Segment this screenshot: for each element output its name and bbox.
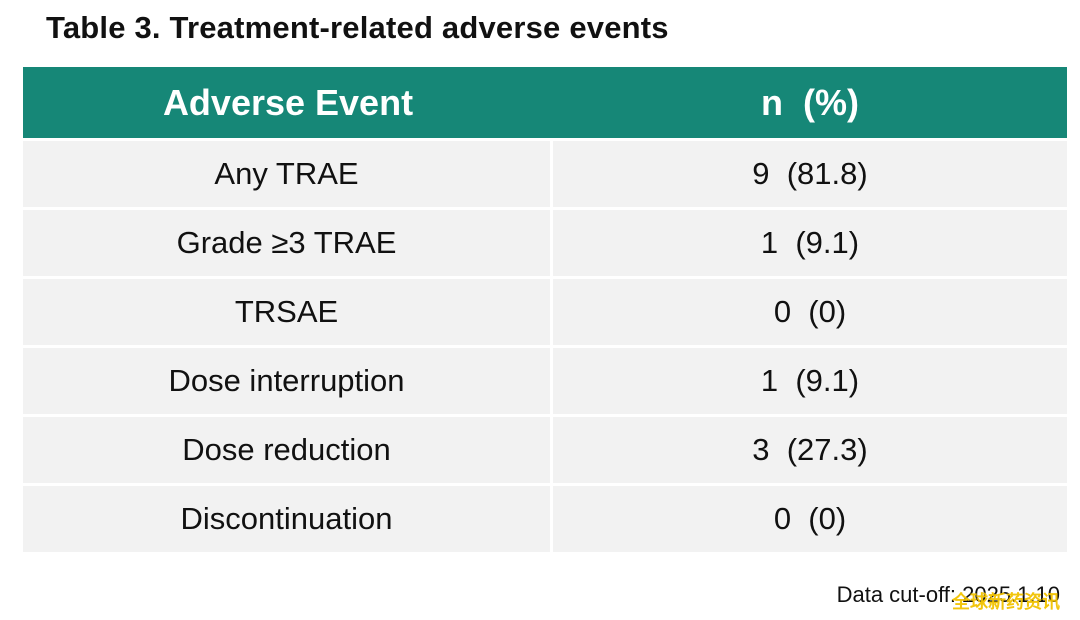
adverse-events-table-container: Adverse Event n (%) Any TRAE 9 (81.8) Gr… (23, 67, 1067, 552)
row-event-cell: TRSAE (23, 276, 553, 345)
row-value-cell: 1 (9.1) (553, 207, 1067, 276)
table-row: Dose reduction 3 (27.3) (23, 414, 1067, 483)
row-value-cell: 0 (0) (553, 483, 1067, 552)
table-row: TRSAE 0 (0) (23, 276, 1067, 345)
row-value-cell: 9 (81.8) (553, 138, 1067, 207)
table-row: Dose interruption 1 (9.1) (23, 345, 1067, 414)
row-event-cell: Grade ≥3 TRAE (23, 207, 553, 276)
table-row: Grade ≥3 TRAE 1 (9.1) (23, 207, 1067, 276)
row-value-cell: 3 (27.3) (553, 414, 1067, 483)
data-cutoff-note: Data cut-off: 2025.1.10 (836, 582, 1060, 607)
row-event-cell: Dose interruption (23, 345, 553, 414)
row-event-cell: Discontinuation (23, 483, 553, 552)
row-event-cell: Dose reduction (23, 414, 553, 483)
table-row: Discontinuation 0 (0) (23, 483, 1067, 552)
header-adverse-event: Adverse Event (23, 67, 553, 138)
header-n-percent: n (%) (553, 67, 1067, 138)
watermark-text: 全球新药资讯 (952, 592, 1060, 612)
row-value-cell: 0 (0) (553, 276, 1067, 345)
adverse-events-table: Adverse Event n (%) Any TRAE 9 (81.8) Gr… (23, 67, 1067, 552)
row-event-cell: Any TRAE (23, 138, 553, 207)
table-row: Any TRAE 9 (81.8) (23, 138, 1067, 207)
table-header-row: Adverse Event n (%) (23, 67, 1067, 138)
table-title: Table 3. Treatment-related adverse event… (46, 10, 669, 45)
row-value-cell: 1 (9.1) (553, 345, 1067, 414)
